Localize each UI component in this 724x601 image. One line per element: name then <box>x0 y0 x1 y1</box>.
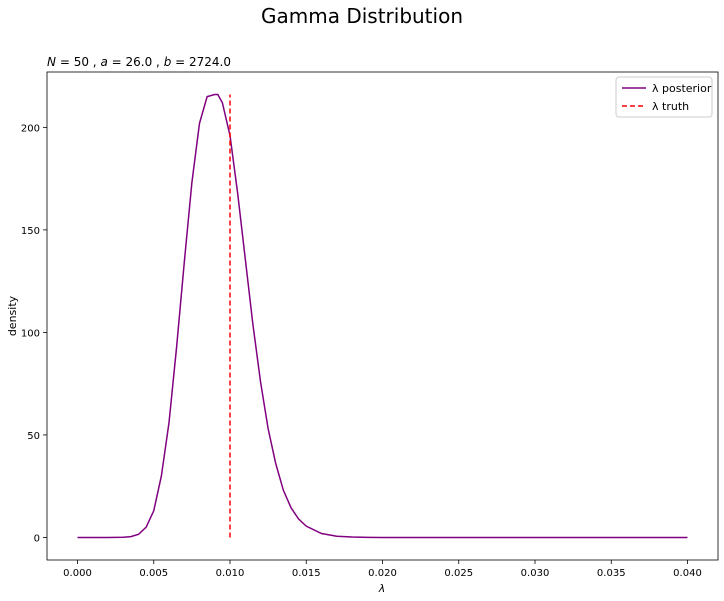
legend-box <box>615 76 713 118</box>
y-tick-label: 200 <box>21 123 40 134</box>
x-tick-label: 0.035 <box>597 568 626 579</box>
legend-posterior-label: λ posterior <box>652 82 712 95</box>
x-tick-label: 0.040 <box>673 568 702 579</box>
title-a-value: 26.0 <box>126 55 153 69</box>
x-tick-label: 0.020 <box>368 568 397 579</box>
y-tick-label: 0 <box>34 533 40 544</box>
title-b-label: b <box>164 55 172 69</box>
y-axis-label: density <box>6 295 19 336</box>
plot-area <box>77 93 688 539</box>
x-axis-ticks: 0.000 0.005 0.010 0.015 0.020 0.025 0.030 0.035… <box>63 560 702 579</box>
x-axis-label: λ <box>378 582 386 595</box>
x-tick-label: 0.025 <box>444 568 473 579</box>
title-a-label: a <box>100 55 107 69</box>
title-b-value: 2724.0 <box>189 55 231 69</box>
title-n-value: 50 <box>74 55 89 69</box>
x-tick-label: 0.005 <box>139 568 168 579</box>
axes-title: N = 50 , a = 26.0 , b = 2724.0 <box>47 55 231 69</box>
x-tick-label: 0.030 <box>521 568 550 579</box>
x-tick-label: 0.015 <box>292 568 321 579</box>
title-n-label: N <box>47 55 56 69</box>
y-tick-label: 150 <box>21 226 40 237</box>
axes-frame <box>46 71 719 561</box>
series-posterior-line <box>77 93 688 539</box>
y-tick-label: 100 <box>21 328 40 339</box>
figure-suptitle: Gamma Distribution <box>260 4 463 28</box>
y-tick-label: 50 <box>27 431 40 442</box>
x-tick-label: 0.000 <box>63 568 92 579</box>
x-tick-label: 0.010 <box>216 568 245 579</box>
legend-truth-label: λ truth <box>652 100 689 113</box>
y-axis-ticks: 0 50 100 150 200 <box>21 123 47 544</box>
legend: λ posterior λ truth <box>615 76 713 118</box>
